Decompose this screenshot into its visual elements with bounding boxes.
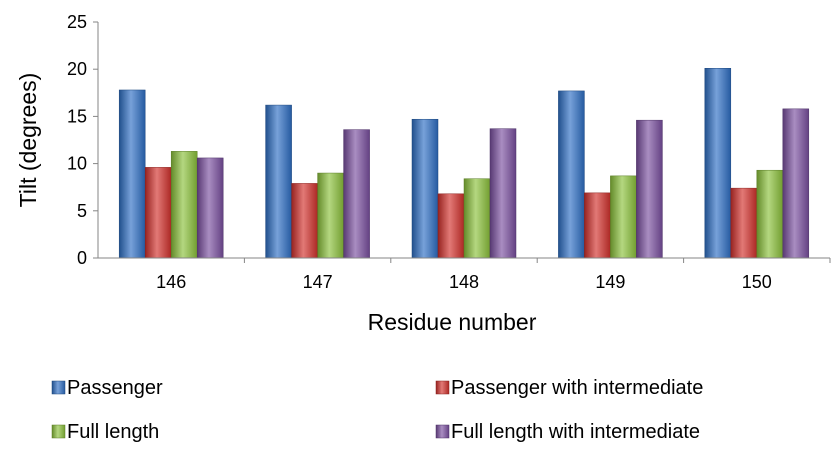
y-tick-label: 10 <box>67 154 87 174</box>
y-tick-label: 15 <box>67 106 87 126</box>
y-tick-label: 0 <box>77 248 87 268</box>
bar <box>144 167 172 259</box>
bar <box>463 178 491 259</box>
bar <box>558 90 585 259</box>
y-tick-label: 5 <box>77 201 87 221</box>
legend-item: Full length <box>51 421 159 443</box>
y-tick-label: 25 <box>67 12 87 32</box>
bar <box>636 119 663 259</box>
bar <box>170 151 198 259</box>
bar <box>584 192 611 259</box>
bar <box>489 128 517 259</box>
bar <box>756 169 784 259</box>
x-tick-label: 148 <box>449 272 479 292</box>
axes-layer <box>97 22 830 259</box>
bar <box>704 68 732 259</box>
bar <box>118 89 146 259</box>
legend-item: Full length with intermediate <box>435 421 700 443</box>
legend-item: Passenger with intermediate <box>435 377 703 399</box>
legend-label: Full length <box>67 421 159 443</box>
bar <box>291 183 318 259</box>
x-tick-label: 150 <box>742 272 772 292</box>
legend-label: Passenger with intermediate <box>451 377 703 399</box>
legend-label: Full length with intermediate <box>451 421 700 443</box>
bar <box>610 175 637 259</box>
bar <box>782 108 810 259</box>
legend-swatch <box>435 380 450 395</box>
legend: Passenger Passenger with intermediate Full… <box>51 377 703 443</box>
bars-layer <box>118 68 810 259</box>
legend-label: Passenger <box>67 377 163 399</box>
bar <box>437 193 465 259</box>
bar <box>343 129 370 259</box>
bar <box>196 157 224 259</box>
x-axis-label: Residue number <box>368 309 537 335</box>
x-tick-label: 149 <box>595 272 625 292</box>
x-tick-label: 147 <box>303 272 333 292</box>
x-tick-label: 146 <box>156 272 186 292</box>
x-ticks: 146 147 148 149 150 <box>156 258 831 292</box>
bar <box>265 104 292 259</box>
y-ticks: 0 5 10 15 20 25 <box>67 12 98 268</box>
y-axis-label: Tilt (degrees) <box>15 73 41 208</box>
legend-swatch <box>51 380 66 395</box>
legend-swatch <box>51 424 66 439</box>
y-tick-label: 20 <box>67 59 87 79</box>
legend-item: Passenger <box>51 377 163 399</box>
bar <box>730 187 758 259</box>
bar <box>317 172 344 259</box>
bar <box>411 118 439 259</box>
legend-swatch <box>435 424 450 439</box>
